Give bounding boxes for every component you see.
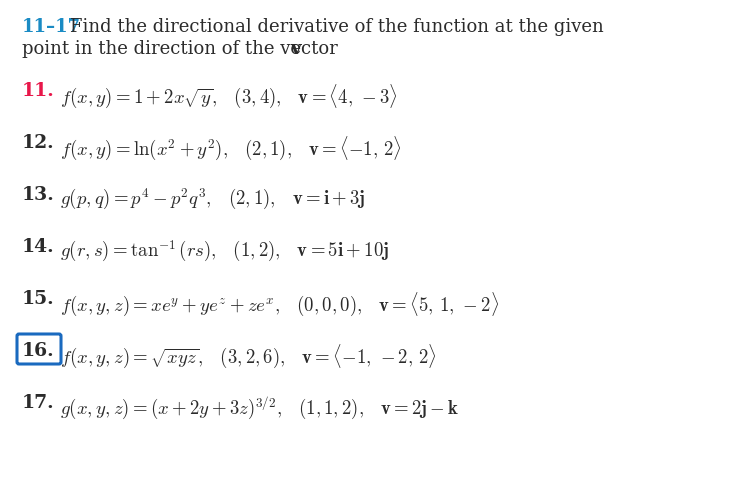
Text: 16.: 16. <box>22 341 55 359</box>
Text: $g(p, q) = p^4 - p^2q^3,\;\;\;(2, 1),\;\;\;\mathbf{v} = \mathbf{i} + 3\mathbf{j}: $g(p, q) = p^4 - p^2q^3,\;\;\;(2, 1),\;\… <box>60 187 366 212</box>
Text: 13.: 13. <box>22 186 55 204</box>
Text: $f(x, y) = 1 + 2x\sqrt{y},\;\;\;(3, 4),\;\;\;\mathbf{v} = \langle 4,\,-3\rangle$: $f(x, y) = 1 + 2x\sqrt{y},\;\;\;(3, 4),\… <box>60 83 398 110</box>
Text: 17.: 17. <box>22 393 55 411</box>
Text: v: v <box>290 40 301 58</box>
Text: 12.: 12. <box>22 134 55 152</box>
Text: $g(x, y, z) = (x + 2y + 3z)^{3/2},\;\;\;(1, 1, 2),\;\;\;\mathbf{v} = 2\mathbf{j}: $g(x, y, z) = (x + 2y + 3z)^{3/2},\;\;\;… <box>60 394 459 420</box>
Text: $f(x, y, z) = xe^{y} + ye^{z} + ze^{x},\;\;\;(0, 0, 0),\;\;\;\mathbf{v} = \langl: $f(x, y, z) = xe^{y} + ye^{z} + ze^{x},\… <box>60 290 499 318</box>
Text: $g(r, s) = \tan^{-1}(rs),\;\;\;(1, 2),\;\;\;\mathbf{v} = 5\mathbf{i} + 10\mathbf: $g(r, s) = \tan^{-1}(rs),\;\;\;(1, 2),\;… <box>60 239 389 264</box>
Text: $f(x, y, z) = \sqrt{xyz},\;\;\;(3, 2, 6),\;\;\;\mathbf{v} = \langle {-1},\,-2,\,: $f(x, y, z) = \sqrt{xyz},\;\;\;(3, 2, 6)… <box>60 342 437 370</box>
Text: $f(x, y) = \ln(x^2 + y^2),\;\;\;(2, 1),\;\;\;\mathbf{v} = \langle {-1},\,2\rangl: $f(x, y) = \ln(x^2 + y^2),\;\;\;(2, 1),\… <box>60 135 402 162</box>
Text: 11.: 11. <box>22 82 55 100</box>
Text: 11–17: 11–17 <box>22 18 81 36</box>
Text: Find the directional derivative of the function at the given: Find the directional derivative of the f… <box>70 18 604 36</box>
Text: 15.: 15. <box>22 289 55 307</box>
Text: point in the direction of the vector: point in the direction of the vector <box>22 40 343 58</box>
Text: 14.: 14. <box>22 238 55 255</box>
